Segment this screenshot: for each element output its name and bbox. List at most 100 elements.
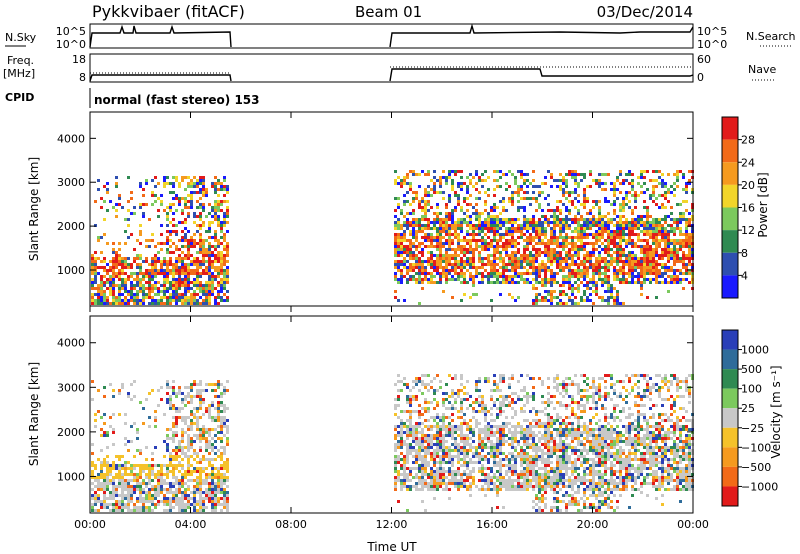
data-cell bbox=[565, 233, 568, 236]
data-cell bbox=[397, 404, 400, 407]
data-cell bbox=[547, 290, 550, 293]
data-cell bbox=[622, 206, 625, 209]
data-cell bbox=[418, 482, 421, 485]
data-cell bbox=[487, 248, 490, 251]
data-cell bbox=[97, 488, 100, 491]
data-cell bbox=[544, 233, 547, 236]
data-cell bbox=[439, 386, 442, 389]
data-cell bbox=[472, 416, 475, 419]
data-cell bbox=[145, 500, 148, 503]
data-cell bbox=[181, 452, 184, 455]
data-cell bbox=[412, 230, 415, 233]
data-cell bbox=[217, 380, 220, 383]
data-cell bbox=[178, 389, 181, 392]
data-cell bbox=[574, 218, 577, 221]
data-cell bbox=[541, 269, 544, 272]
data-cell bbox=[151, 473, 154, 476]
data-cell bbox=[568, 218, 571, 221]
data-cell bbox=[403, 236, 406, 239]
data-cell bbox=[106, 242, 109, 245]
data-cell bbox=[208, 434, 211, 437]
data-cell bbox=[139, 299, 142, 302]
data-cell bbox=[685, 233, 688, 236]
data-cell bbox=[568, 194, 571, 197]
data-cell bbox=[457, 425, 460, 428]
data-cell bbox=[124, 242, 127, 245]
data-cell bbox=[115, 503, 118, 506]
data-cell bbox=[646, 215, 649, 218]
data-cell bbox=[124, 413, 127, 416]
data-cell bbox=[637, 257, 640, 260]
data-cell bbox=[403, 203, 406, 206]
data-cell bbox=[139, 281, 142, 284]
data-cell bbox=[634, 281, 637, 284]
data-cell bbox=[550, 176, 553, 179]
data-cell bbox=[220, 464, 223, 467]
data-cell bbox=[562, 281, 565, 284]
data-cell bbox=[580, 227, 583, 230]
data-cell bbox=[205, 458, 208, 461]
data-cell bbox=[100, 482, 103, 485]
data-cell bbox=[466, 221, 469, 224]
data-cell bbox=[481, 236, 484, 239]
data-cell bbox=[196, 455, 199, 458]
data-cell bbox=[403, 443, 406, 446]
data-cell bbox=[499, 227, 502, 230]
data-cell bbox=[142, 215, 145, 218]
data-cell bbox=[442, 269, 445, 272]
data-cell bbox=[166, 449, 169, 452]
data-cell bbox=[550, 215, 553, 218]
data-cell bbox=[433, 269, 436, 272]
data-cell bbox=[427, 245, 430, 248]
data-cell bbox=[514, 251, 517, 254]
data-cell bbox=[481, 278, 484, 281]
data-cell bbox=[211, 287, 214, 290]
data-cell bbox=[457, 266, 460, 269]
data-cell bbox=[679, 242, 682, 245]
data-cell bbox=[430, 488, 433, 491]
data-cell bbox=[193, 191, 196, 194]
data-cell bbox=[166, 503, 169, 506]
data-cell bbox=[496, 185, 499, 188]
data-cell bbox=[541, 230, 544, 233]
data-cell bbox=[469, 272, 472, 275]
data-cell bbox=[598, 227, 601, 230]
data-cell bbox=[445, 251, 448, 254]
data-cell bbox=[604, 263, 607, 266]
data-cell bbox=[226, 464, 229, 467]
data-cell bbox=[412, 224, 415, 227]
data-cell bbox=[103, 458, 106, 461]
data-cell bbox=[517, 200, 520, 203]
data-cell bbox=[682, 242, 685, 245]
data-cell bbox=[613, 242, 616, 245]
data-cell bbox=[199, 476, 202, 479]
data-cell bbox=[136, 284, 139, 287]
data-cell bbox=[421, 236, 424, 239]
data-cell bbox=[226, 506, 229, 509]
data-cell bbox=[664, 239, 667, 242]
data-cell bbox=[538, 272, 541, 275]
data-cell bbox=[217, 218, 220, 221]
data-cell bbox=[565, 293, 568, 296]
data-cell bbox=[418, 464, 421, 467]
data-cell bbox=[430, 254, 433, 257]
data-cell bbox=[610, 242, 613, 245]
data-cell bbox=[433, 461, 436, 464]
noise-sky-label: N.Sky bbox=[5, 31, 37, 44]
data-cell bbox=[211, 275, 214, 278]
data-cell bbox=[430, 281, 433, 284]
data-cell bbox=[187, 278, 190, 281]
data-cell bbox=[184, 509, 187, 512]
data-cell bbox=[583, 218, 586, 221]
data-cell bbox=[445, 485, 448, 488]
data-cell bbox=[217, 497, 220, 500]
data-cell bbox=[121, 506, 124, 509]
data-cell bbox=[442, 170, 445, 173]
data-cell bbox=[169, 182, 172, 185]
data-cell bbox=[460, 266, 463, 269]
data-cell bbox=[475, 197, 478, 200]
data-cell bbox=[202, 425, 205, 428]
data-cell bbox=[655, 275, 658, 278]
data-cell bbox=[568, 173, 571, 176]
data-cell bbox=[118, 197, 121, 200]
